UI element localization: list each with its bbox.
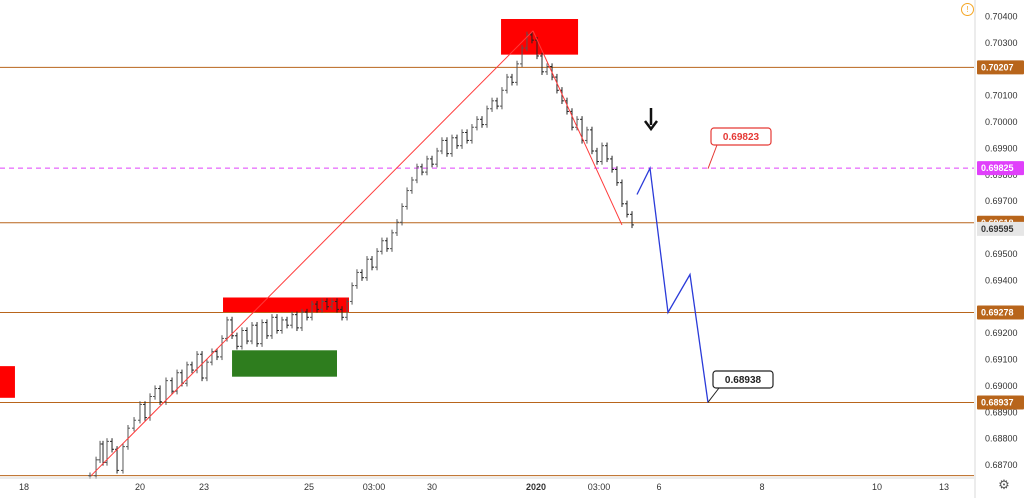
x-tick-label: 03:00 <box>588 482 611 492</box>
price-tag-label: 0.68937 <box>981 398 1014 408</box>
callout-box <box>710 127 772 146</box>
y-tick-label: 0.68700 <box>985 460 1018 470</box>
x-tick-label: 23 <box>199 482 209 492</box>
price-tag-label: 0.69278 <box>981 308 1014 318</box>
rising-trendline <box>90 30 534 477</box>
x-tick-label: 03:00 <box>363 482 386 492</box>
y-tick-label: 0.70300 <box>985 38 1018 48</box>
projection-path <box>636 165 709 403</box>
x-tick-label: 13 <box>939 482 949 492</box>
left-supply-zone <box>0 366 15 398</box>
top-supply-zone <box>501 19 579 55</box>
y-tick-label: 0.70400 <box>985 11 1018 21</box>
price-tag-label: 0.70207 <box>981 62 1014 72</box>
x-tick-label: 18 <box>19 482 29 492</box>
demand-zone <box>232 350 337 377</box>
time-axis[interactable]: 18 20 23 25 03:00 30 2020 03:00 6 8 10 13 <box>0 477 974 492</box>
x-tick-label: 10 <box>872 482 882 492</box>
price-tags-layer: 0.702070.698250.696180.692780.689370.695… <box>977 60 1024 410</box>
callout-box <box>712 370 774 389</box>
levels-layer <box>0 66 974 477</box>
current-price-tag <box>977 221 1024 236</box>
x-tick-label: 6 <box>656 482 661 492</box>
y-tick-label: 0.70100 <box>985 91 1018 101</box>
y-tick-label: 0.69200 <box>985 328 1018 338</box>
trendlines-layer <box>90 30 623 477</box>
price-tag-label: 0.69825 <box>981 163 1014 173</box>
callouts-layer: 0.69823 0.68938 <box>707 127 774 403</box>
mid-supply-zone <box>223 297 349 313</box>
y-tick-label: 0.69000 <box>985 381 1018 391</box>
y-tick-label: 0.69900 <box>985 143 1018 153</box>
price-bars-layer <box>88 31 635 479</box>
x-tick-label: 25 <box>304 482 314 492</box>
gear-icon[interactable]: ⚙ <box>998 478 1010 493</box>
price-tag <box>977 161 1024 176</box>
x-tick-label: 2020 <box>526 482 546 492</box>
x-tick-label: 30 <box>427 482 437 492</box>
price-tag <box>977 60 1024 75</box>
down-arrow-head-icon <box>644 120 658 132</box>
price-tag <box>977 305 1024 320</box>
falling-trendline <box>532 30 623 226</box>
callout-leader <box>707 144 718 169</box>
callout-leader <box>707 387 720 403</box>
zones-layer <box>0 19 579 398</box>
x-tick-label: 20 <box>135 482 145 492</box>
y-tick-label: 0.69100 <box>985 355 1018 365</box>
callout-label: 0.68938 <box>725 375 762 386</box>
y-tick-label: 0.69400 <box>985 275 1018 285</box>
y-tick-label: 0.69500 <box>985 249 1018 259</box>
y-tick-label: 0.68800 <box>985 434 1018 444</box>
x-tick-label: 8 <box>759 482 764 492</box>
price-axis[interactable]: 0.70400 0.70300 0.70100 0.70000 0.69900 0.698… <box>974 0 1018 498</box>
y-tick-label: 0.68900 <box>985 407 1018 417</box>
projection-layer <box>636 108 709 403</box>
y-tick-label: 0.69700 <box>985 196 1018 206</box>
price-tag <box>977 395 1024 410</box>
current-price-label: 0.69595 <box>981 224 1014 234</box>
callout-label: 0.69823 <box>723 132 760 143</box>
y-tick-label: 0.70000 <box>985 117 1018 127</box>
info-icon[interactable]: ! <box>961 3 974 16</box>
